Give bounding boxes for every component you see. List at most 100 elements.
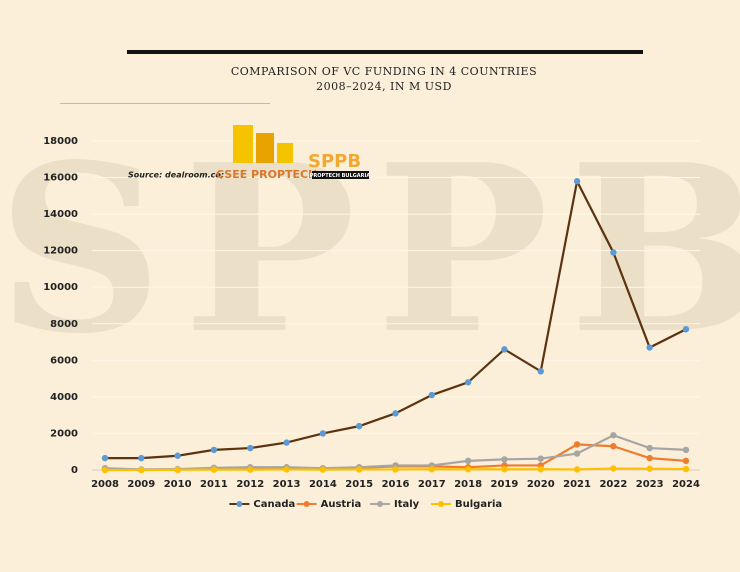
x-tick-label: 2009 — [127, 479, 155, 490]
thin-rule — [60, 103, 270, 104]
logo-band — [312, 171, 369, 179]
x-tick-label: 2024 — [672, 479, 700, 490]
x-tick-label: 2019 — [491, 479, 519, 490]
x-tick-label: 2018 — [454, 479, 482, 490]
data-point — [610, 432, 617, 439]
y-tick-label: 12000 — [43, 246, 78, 257]
data-point — [101, 466, 109, 474]
x-tick-label: 2022 — [599, 479, 627, 490]
data-point — [682, 446, 690, 454]
x-tick-label: 2013 — [273, 479, 301, 490]
y-tick-label: 10000 — [43, 282, 78, 293]
data-point — [501, 466, 508, 473]
data-point — [210, 446, 218, 454]
x-tick-label: 2016 — [382, 479, 410, 490]
x-tick-label: 2012 — [236, 479, 264, 490]
x-tick-label: 2008 — [91, 479, 119, 490]
watermark: SPPB — [0, 115, 740, 385]
chart-subtitle: 2008–2024, IN M USD — [316, 80, 452, 93]
legend-label: Italy — [394, 499, 420, 510]
y-tick-label: 8000 — [50, 319, 78, 330]
data-point — [428, 466, 436, 473]
data-point — [138, 466, 145, 474]
data-point — [283, 439, 290, 446]
source-note: Source: dealroom.co; — [128, 171, 224, 180]
data-point — [247, 466, 254, 473]
legend-label: Austria — [321, 499, 362, 510]
data-point — [355, 422, 363, 430]
data-point — [464, 466, 472, 473]
data-point — [319, 430, 327, 437]
data-point — [682, 465, 690, 473]
x-tick-label: 2021 — [563, 479, 591, 490]
logo-text: PROPTECH BULGARIA — [310, 173, 371, 179]
legend-marker — [377, 501, 383, 507]
data-point — [464, 379, 472, 386]
grid: 0 2000 4000 6000 8000 10000 12000 14000 16000 180… — [43, 136, 700, 490]
data-point — [573, 466, 581, 473]
data-point — [573, 441, 581, 448]
data-point — [319, 466, 327, 473]
data-point — [501, 346, 508, 353]
y-tick-label: 4000 — [50, 392, 78, 403]
data-point — [464, 457, 472, 465]
y-tick-label: 2000 — [50, 428, 78, 439]
data-point — [138, 454, 145, 462]
data-point — [537, 368, 544, 375]
y-tick-label: 14000 — [43, 209, 78, 220]
data-point — [537, 455, 544, 462]
data-point — [247, 444, 254, 452]
x-tick-label: 2011 — [200, 479, 228, 490]
top-rule — [127, 50, 643, 54]
watermark-text: SPPB — [0, 115, 740, 385]
legend-marker — [303, 501, 310, 507]
data-point — [537, 466, 544, 473]
legend-label: Canada — [253, 499, 295, 510]
legend-marker — [438, 501, 444, 507]
plot — [101, 177, 690, 474]
x-tick-label: 2014 — [309, 479, 337, 490]
x-tick-label: 2015 — [345, 479, 373, 490]
data-point — [210, 466, 218, 473]
data-point — [610, 465, 617, 472]
data-point — [610, 443, 617, 450]
data-point — [174, 466, 181, 474]
x-tick-label: 2017 — [418, 479, 446, 490]
x-tick-label: 2023 — [636, 479, 664, 490]
legend-marker — [236, 501, 243, 507]
logo-text: CSEE PROPTECH — [216, 168, 317, 181]
logo: Source: dealroom.co; CSEE PROPTECH SPPB … — [128, 125, 370, 181]
data-point — [174, 452, 181, 459]
y-tick-label: 16000 — [43, 173, 78, 184]
data-point — [682, 326, 690, 333]
data-point — [573, 450, 581, 457]
logo-building — [233, 125, 253, 163]
data-point — [501, 456, 508, 463]
legend: Canada Austria Italy Bulgaria — [229, 499, 502, 510]
data-point — [392, 466, 399, 473]
logo-text: SPPB — [308, 151, 361, 172]
y-tick-label: 18000 — [43, 136, 78, 147]
data-point — [646, 465, 653, 472]
logo-building — [277, 143, 293, 163]
data-point — [101, 454, 109, 462]
data-point — [428, 391, 436, 399]
x-tick-label: 2010 — [164, 479, 192, 490]
data-point — [646, 454, 653, 462]
data-point — [283, 466, 290, 473]
data-point — [646, 344, 653, 351]
data-point — [682, 457, 690, 465]
data-point — [610, 249, 617, 256]
legend-label: Bulgaria — [455, 499, 502, 510]
x-tick-label: 2020 — [527, 479, 555, 490]
logo-building — [256, 133, 274, 163]
y-tick-label: 6000 — [50, 355, 78, 366]
y-tick-label: 0 — [71, 465, 78, 476]
data-point — [392, 410, 399, 417]
data-point — [573, 178, 581, 185]
data-point — [646, 444, 653, 452]
data-point — [355, 466, 363, 473]
chart-title: COMPARISON OF VC FUNDING IN 4 COUNTRIES — [231, 65, 537, 78]
